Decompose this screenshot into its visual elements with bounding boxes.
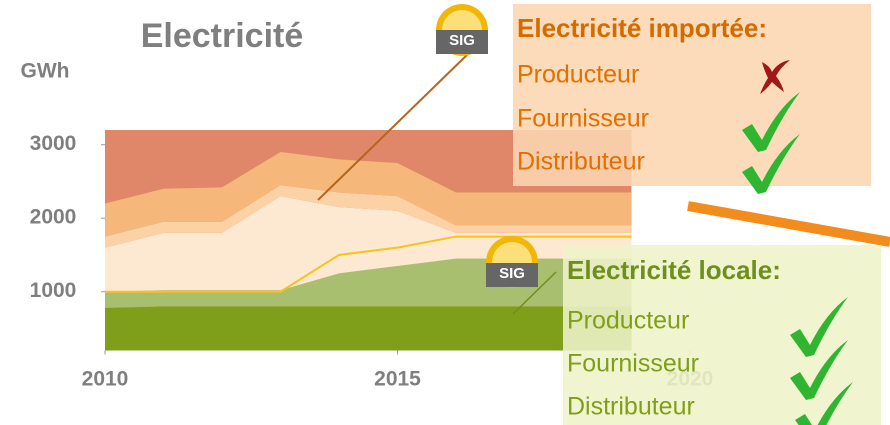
- imported-box: [513, 4, 871, 186]
- logo: SIG: [436, 4, 488, 56]
- x-tick-label: 2015: [374, 368, 421, 391]
- x-tick-label: 2010: [82, 368, 129, 391]
- cross-icon: [760, 60, 790, 94]
- box-item: Fournisseur: [517, 105, 649, 133]
- logo: SIG: [486, 236, 538, 288]
- check-icon: [742, 134, 800, 194]
- y-axis-label: GWh: [21, 60, 70, 83]
- box-title: Electricité locale:: [567, 255, 781, 285]
- box-item: Producteur: [567, 307, 689, 335]
- box-item: Fournisseur: [567, 350, 699, 378]
- arrow-line: [687, 201, 890, 247]
- chart-title: Electricité: [141, 17, 304, 55]
- check-icon: [742, 92, 800, 152]
- check-icon: [790, 297, 848, 357]
- box-item: Distributeur: [517, 148, 645, 176]
- y-tick-label: 1000: [30, 279, 77, 302]
- area: [105, 185, 632, 248]
- area: [105, 196, 632, 292]
- check-icon: [790, 340, 848, 400]
- box-item: Distributeur: [567, 393, 695, 421]
- box-item: Producteur: [517, 61, 639, 89]
- box-title: Electricité importée:: [517, 13, 767, 43]
- line: [105, 235, 632, 293]
- y-tick-label: 3000: [30, 132, 77, 155]
- connector: [317, 51, 471, 201]
- area: [105, 306, 632, 351]
- check-icon: [795, 382, 853, 425]
- area: [105, 152, 632, 237]
- connector: [512, 271, 557, 315]
- logo-text: SIG: [499, 265, 525, 282]
- local-box: [563, 245, 881, 425]
- y-tick-label: 2000: [30, 206, 77, 229]
- logo-text: SIG: [449, 32, 475, 49]
